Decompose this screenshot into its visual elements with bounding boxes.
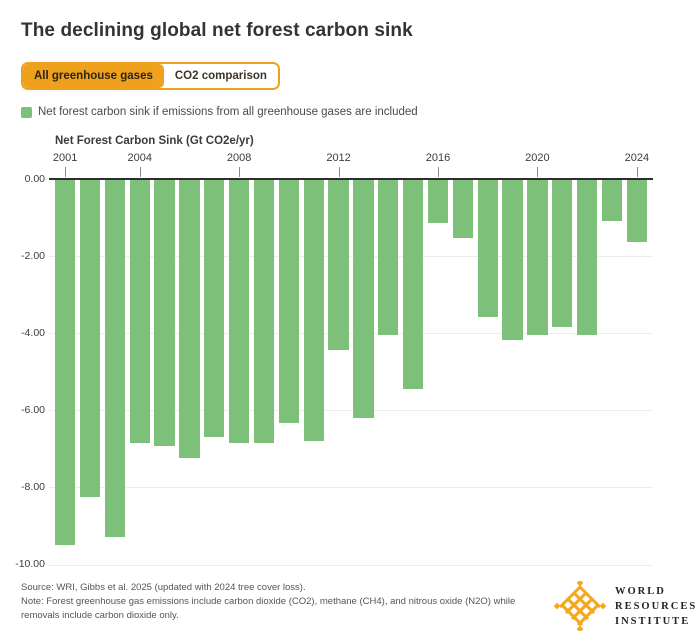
legend-swatch-icon <box>21 106 32 118</box>
gridline <box>49 487 653 489</box>
wri-logo: WORLD RESOURCES INSTITUTE <box>554 581 697 631</box>
y-axis-tick-label: -2.00 <box>21 249 45 262</box>
y-axis-tick-label: -10.00 <box>15 558 45 570</box>
x-axis-tick-mark <box>65 167 67 177</box>
x-axis-tick-mark <box>139 167 141 177</box>
page-title: The declining global net forest carbon s… <box>21 20 413 41</box>
y-axis-tick-label: 0.00 <box>24 172 45 185</box>
bar-2006[interactable] <box>179 180 200 458</box>
bar-2002[interactable] <box>79 180 101 497</box>
x-axis-tick-mark <box>636 167 638 177</box>
source-text: Source: WRI, Gibbs et al. 2025 (updated … <box>21 582 306 593</box>
bar-2004[interactable] <box>129 180 150 443</box>
y-axis-tick-label: -6.00 <box>21 403 45 416</box>
y-axis-tick-label: -4.00 <box>21 326 45 339</box>
x-axis-tick-label: 2001 <box>52 152 78 164</box>
logo-line-institute: INSTITUTE <box>615 615 691 627</box>
bar-2024[interactable] <box>626 180 647 243</box>
footnotes: Source: WRI, Gibbs et al. 2025 (updated … <box>21 581 541 623</box>
bar-2017[interactable] <box>452 180 473 239</box>
y-axis-tick-label: -8.00 <box>21 480 45 493</box>
tab-all-greenhouse-gases[interactable]: All greenhouse gases <box>23 64 164 88</box>
bar-2016[interactable] <box>427 180 449 223</box>
bar-2015[interactable] <box>402 180 424 389</box>
x-axis-tick-mark <box>338 167 340 177</box>
logo-line-world: WORLD <box>615 585 666 597</box>
bar-2011[interactable] <box>303 180 324 441</box>
bar-2005[interactable] <box>154 180 175 447</box>
x-axis-tick-mark <box>537 167 539 177</box>
bar-2010[interactable] <box>278 180 299 424</box>
bar-2001[interactable] <box>55 180 76 545</box>
note-text: Note: Forest greenhouse gas emissions in… <box>21 596 516 621</box>
legend-label: Net forest carbon sink if emissions from… <box>38 106 418 118</box>
bar-2020[interactable] <box>527 180 548 335</box>
wri-logo-text: WORLD RESOURCES INSTITUTE <box>615 584 697 629</box>
x-axis-tick-label: 2024 <box>624 152 650 164</box>
wri-weave-icon <box>554 581 606 631</box>
bar-2023[interactable] <box>601 180 623 221</box>
bar-2003[interactable] <box>104 180 125 537</box>
bar-2014[interactable] <box>378 180 399 335</box>
x-axis-tick-label: 2020 <box>525 152 550 164</box>
bar-2019[interactable] <box>502 180 523 341</box>
legend: Net forest carbon sink if emissions from… <box>21 106 418 118</box>
x-axis-tick-mark <box>239 167 241 177</box>
bar-2008[interactable] <box>228 180 250 443</box>
bar-2012[interactable] <box>328 180 349 351</box>
tab-co2-comparison[interactable]: CO2 comparison <box>163 64 278 88</box>
x-axis-tick-label: 2012 <box>326 152 351 164</box>
x-axis-tick-label: 2016 <box>425 152 451 164</box>
x-axis-tick-label: 2004 <box>127 152 152 164</box>
bar-2009[interactable] <box>253 180 275 443</box>
bar-2013[interactable] <box>353 180 374 418</box>
x-axis-tick-mark <box>437 167 439 177</box>
x-axis-tick-label: 2008 <box>226 152 252 164</box>
bar-2007[interactable] <box>204 180 225 437</box>
y-axis-title: Net Forest Carbon Sink (Gt CO2e/yr) <box>55 135 254 147</box>
view-toggle: All greenhouse gases CO2 comparison <box>21 62 280 90</box>
bar-2022[interactable] <box>576 180 598 335</box>
bar-2021[interactable] <box>552 180 573 327</box>
bar-2018[interactable] <box>477 180 498 318</box>
logo-line-resources: RESOURCES <box>615 600 698 612</box>
gridline <box>49 564 653 566</box>
